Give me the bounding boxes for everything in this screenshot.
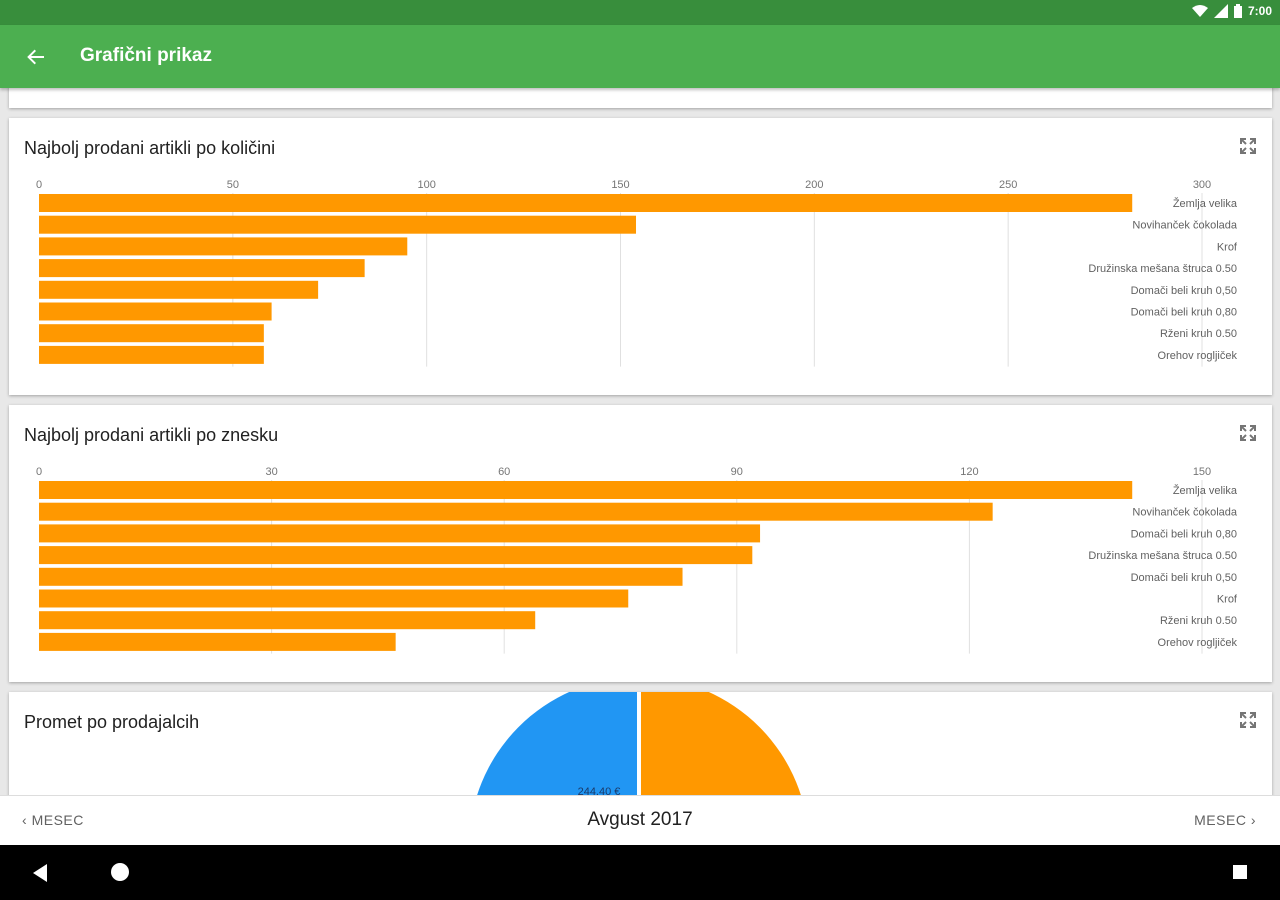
bar[interactable] (39, 481, 1133, 499)
category-label: Družinska mešana štruca 0.50 (1088, 263, 1237, 275)
bar[interactable] (39, 280, 319, 299)
category-label: Rženi kruh 0.50 (1160, 615, 1237, 627)
bar[interactable] (39, 524, 761, 543)
expand-icon[interactable] (1238, 710, 1258, 730)
page-title: Grafični prikaz (80, 45, 212, 66)
system-back-icon[interactable] (32, 863, 48, 883)
x-tick-label: 0 (36, 466, 42, 478)
bar[interactable] (39, 567, 683, 586)
bar[interactable] (39, 589, 629, 608)
previous-card-bottom (9, 88, 1272, 108)
category-label: Krof (1217, 241, 1238, 253)
category-label: Krof (1217, 594, 1238, 606)
chart-card-quantity: Najbolj prodani artikli po količini 0 50 1… (9, 118, 1272, 395)
bar[interactable] (39, 302, 272, 321)
chart-title: Promet po prodajalcih (24, 712, 200, 732)
status-bar: 7:00 (0, 0, 1280, 25)
bar[interactable] (39, 502, 993, 521)
x-tick-label: 60 (498, 466, 510, 478)
x-tick-label: 250 (999, 179, 1017, 191)
current-period: Avgust 2017 (587, 809, 693, 830)
system-recents-icon[interactable] (1232, 864, 1248, 880)
bar-chart-quantity: 0 50 100 150 200 250 300 Žemlja velika Novihanče… (36, 179, 1238, 367)
pie-slice (641, 692, 801, 795)
wifi-icon (1191, 4, 1208, 17)
next-month-button[interactable]: MESEC › (1194, 812, 1256, 828)
x-tick-label: 150 (1193, 466, 1211, 478)
category-label: Žemlja velika (1173, 484, 1238, 497)
category-label: Domači beli kruh 0,80 (1131, 528, 1237, 540)
pie-chart-sellers: 244,40 € (477, 692, 801, 795)
x-tick-label: 120 (960, 466, 978, 478)
signal-icon (1213, 4, 1228, 18)
chart-card-amount: Najbolj prodani artikli po znesku 0 30 60 9… (9, 405, 1272, 682)
app-bar: Grafični prikaz (0, 25, 1280, 88)
pie-slice (477, 692, 637, 795)
x-tick-label: 300 (1193, 179, 1211, 191)
back-button[interactable] (22, 43, 50, 71)
chart-title: Najbolj prodani artikli po količini (24, 138, 276, 158)
bar[interactable] (39, 259, 365, 278)
pie-slice-label: 244,40 € (578, 786, 621, 795)
charts-scroll-area[interactable]: Najbolj prodani artikli po količini 0 50 1… (0, 88, 1280, 795)
chart-title: Najbolj prodani artikli po znesku (24, 425, 279, 445)
bar[interactable] (39, 194, 1133, 212)
category-label: Žemlja velika (1173, 197, 1238, 210)
category-label: Domači beli kruh 0,50 (1131, 572, 1237, 584)
chevron-left-icon: ‹ (22, 812, 32, 828)
expand-icon[interactable] (1238, 136, 1258, 156)
bar[interactable] (39, 632, 396, 651)
chart-card-sellers: Promet po prodajalcih 244,40 € (9, 692, 1272, 795)
x-tick-label: 90 (731, 466, 743, 478)
chevron-right-icon: › (1246, 812, 1256, 828)
battery-icon (1233, 4, 1242, 18)
previous-month-button[interactable]: ‹ MESEC (22, 812, 84, 828)
bar[interactable] (39, 215, 637, 234)
system-navigation-bar (0, 845, 1280, 900)
system-home-icon[interactable] (110, 862, 130, 882)
category-label: Rženi kruh 0.50 (1160, 328, 1237, 340)
category-label: Novihanček čokolada (1132, 507, 1237, 519)
category-label: Novihanček čokolada (1132, 220, 1237, 232)
status-time: 7:00 (1247, 4, 1272, 18)
x-tick-label: 0 (36, 179, 42, 191)
category-label: Orehov rogljiček (1158, 350, 1238, 362)
x-tick-label: 200 (805, 179, 823, 191)
bar[interactable] (39, 237, 408, 256)
x-tick-label: 150 (611, 179, 629, 191)
period-navigation: ‹ MESEC Avgust 2017 MESEC › (0, 795, 1280, 845)
category-label: Domači beli kruh 0,50 (1131, 285, 1237, 297)
bar[interactable] (39, 324, 264, 343)
x-tick-label: 50 (227, 179, 239, 191)
bar-chart-amount: 0 30 60 90 120 150 Žemlja velika Novihanček čok… (36, 466, 1238, 654)
bar[interactable] (39, 345, 264, 364)
expand-icon[interactable] (1238, 423, 1258, 443)
category-label: Družinska mešana štruca 0.50 (1088, 550, 1237, 562)
category-label: Orehov rogljiček (1158, 637, 1238, 649)
bar[interactable] (39, 611, 536, 630)
category-label: Domači beli kruh 0,80 (1131, 307, 1237, 319)
x-tick-label: 100 (417, 179, 435, 191)
arrow-back-icon (27, 49, 44, 65)
bar[interactable] (39, 546, 753, 565)
x-tick-label: 30 (265, 466, 277, 478)
